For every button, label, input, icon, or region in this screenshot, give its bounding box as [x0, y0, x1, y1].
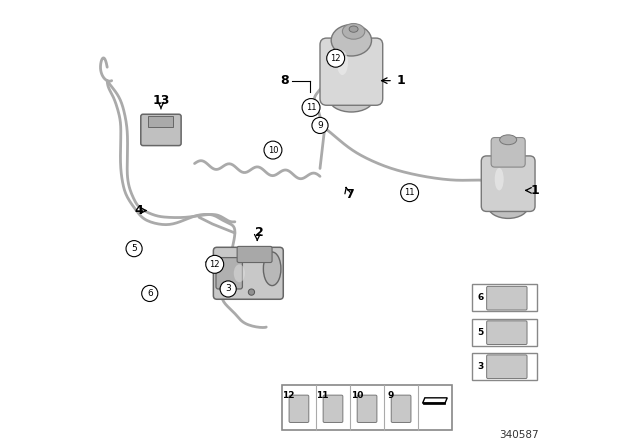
Ellipse shape [329, 85, 374, 112]
Text: 1: 1 [531, 184, 540, 197]
Circle shape [264, 141, 282, 159]
Polygon shape [422, 402, 445, 404]
Text: 1: 1 [396, 74, 405, 87]
Ellipse shape [337, 51, 348, 75]
Text: 8: 8 [280, 74, 289, 87]
Ellipse shape [495, 168, 504, 190]
Text: 2: 2 [255, 226, 264, 240]
FancyBboxPatch shape [289, 395, 308, 422]
Circle shape [126, 241, 142, 257]
Bar [472, 284, 538, 311]
Polygon shape [422, 398, 447, 403]
Text: 6: 6 [477, 293, 483, 302]
FancyBboxPatch shape [141, 114, 181, 146]
Text: 11: 11 [404, 188, 415, 197]
Circle shape [312, 117, 328, 134]
FancyBboxPatch shape [486, 355, 527, 379]
Bar [472, 353, 538, 380]
Text: 5: 5 [477, 328, 483, 337]
Ellipse shape [234, 264, 245, 282]
Text: 12: 12 [209, 260, 220, 269]
FancyBboxPatch shape [481, 156, 535, 211]
FancyBboxPatch shape [486, 321, 527, 345]
Circle shape [302, 99, 320, 116]
Text: 3: 3 [225, 284, 231, 293]
FancyBboxPatch shape [213, 247, 284, 299]
Text: 12: 12 [330, 54, 341, 63]
FancyBboxPatch shape [148, 116, 173, 127]
Circle shape [401, 184, 419, 202]
Text: 10: 10 [268, 146, 278, 155]
Text: 11: 11 [306, 103, 316, 112]
Text: 3: 3 [477, 362, 483, 371]
Text: 10: 10 [351, 391, 363, 400]
FancyBboxPatch shape [491, 138, 525, 167]
Circle shape [220, 281, 236, 297]
Text: 5: 5 [131, 244, 137, 253]
Ellipse shape [332, 25, 372, 56]
Bar [472, 319, 538, 346]
Circle shape [223, 289, 230, 295]
Ellipse shape [488, 194, 529, 219]
Ellipse shape [342, 23, 365, 39]
FancyBboxPatch shape [216, 258, 243, 289]
FancyBboxPatch shape [357, 395, 377, 422]
Text: 340587: 340587 [499, 430, 539, 440]
Text: 4: 4 [134, 204, 143, 217]
Ellipse shape [500, 135, 516, 145]
FancyBboxPatch shape [391, 395, 411, 422]
FancyBboxPatch shape [237, 246, 272, 263]
Text: 7: 7 [345, 188, 353, 202]
Circle shape [327, 49, 344, 67]
Circle shape [206, 255, 224, 273]
Text: 12: 12 [282, 391, 295, 400]
Text: 6: 6 [147, 289, 152, 298]
Circle shape [248, 289, 255, 295]
FancyBboxPatch shape [486, 286, 527, 310]
Text: 9: 9 [317, 121, 323, 130]
Ellipse shape [264, 252, 281, 286]
Text: 13: 13 [152, 94, 170, 108]
FancyBboxPatch shape [320, 38, 383, 105]
Text: 11: 11 [317, 391, 329, 400]
Circle shape [141, 285, 158, 302]
Text: 9: 9 [388, 391, 394, 400]
FancyBboxPatch shape [323, 395, 343, 422]
Bar [282, 385, 452, 430]
Ellipse shape [349, 26, 358, 32]
